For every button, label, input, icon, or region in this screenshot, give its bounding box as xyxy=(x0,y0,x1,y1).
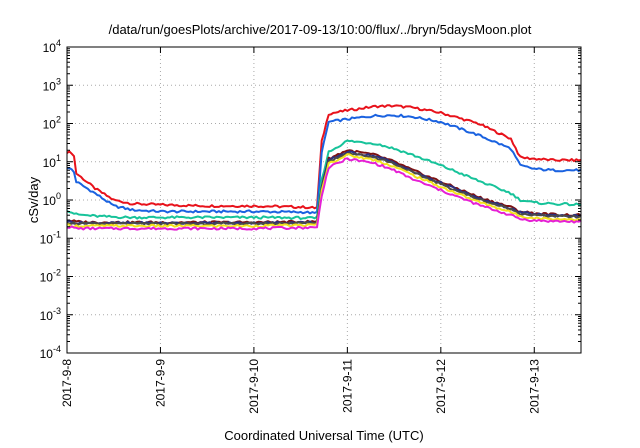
series-line xyxy=(66,139,582,220)
x-tick-label: 2017-9-8 xyxy=(60,359,74,407)
y-axis-label: cSv/day xyxy=(26,176,41,223)
series-line xyxy=(66,113,582,215)
grid xyxy=(67,47,581,353)
y-tick-label: 103 xyxy=(43,76,61,93)
chart-title: /data/run/goesPlots/archive/2017-09-13/1… xyxy=(109,22,532,37)
series-group xyxy=(66,104,582,231)
y-tick-label: 10-1 xyxy=(40,229,61,246)
y-tick-label: 100 xyxy=(43,191,61,208)
series-line xyxy=(66,153,582,228)
y-tick-label: 10-3 xyxy=(40,306,61,323)
y-tick-label: 10-4 xyxy=(40,344,61,361)
x-tick-label: 2017-9-11 xyxy=(340,359,354,413)
series-line xyxy=(66,104,582,210)
x-tick-label: 2017-9-12 xyxy=(434,359,448,414)
x-tick-label: 2017-9-9 xyxy=(153,359,167,407)
y-tick-label: 10-2 xyxy=(40,268,61,285)
x-tick-label: 2017-9-10 xyxy=(247,359,261,414)
x-tick-label: 2017-9-13 xyxy=(527,359,541,414)
x-axis-label: Coordinated Universal Time (UTC) xyxy=(224,428,423,443)
series-line xyxy=(66,157,582,231)
x-axis: 2017-9-8 2017-9-9 2017-9-10 2017-9-11 2017-9… xyxy=(60,47,541,414)
y-tick-label: 104 xyxy=(43,38,61,55)
y-tick-label: 101 xyxy=(43,153,61,170)
y-axis: 10-4 10-3 10-2 10-1 100 101 102 103 104 xyxy=(40,38,581,361)
y-tick-label: 102 xyxy=(43,115,61,132)
